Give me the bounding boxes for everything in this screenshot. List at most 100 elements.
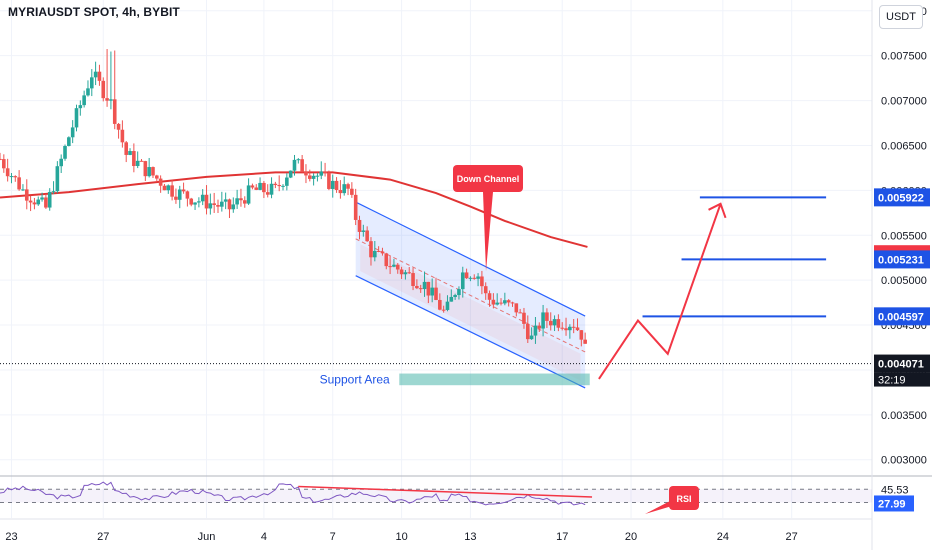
- candle-body: [434, 287, 438, 300]
- candle-body: [464, 272, 469, 279]
- candle-body: [74, 108, 79, 128]
- candle-body: [476, 276, 480, 279]
- candle-body: [564, 328, 568, 331]
- candle-body: [380, 251, 385, 254]
- rsi-callout-label: RSI: [676, 494, 691, 504]
- candle-body: [204, 194, 209, 209]
- candle-body: [315, 175, 320, 177]
- candle-body: [32, 202, 37, 205]
- candle-body: [395, 264, 400, 270]
- date-tick-label: 17: [556, 531, 568, 543]
- candle-body: [506, 300, 511, 303]
- candle-body: [533, 325, 538, 336]
- down-channel-pointer: [483, 192, 493, 272]
- candle-body: [273, 183, 278, 186]
- candle-body: [487, 293, 492, 300]
- candle-body: [143, 161, 148, 177]
- rsi-callout: [669, 486, 699, 510]
- candle-body: [418, 288, 423, 290]
- candle-body: [28, 200, 33, 203]
- candle-body: [579, 330, 584, 340]
- candle-body: [323, 171, 327, 173]
- candle-body: [44, 197, 48, 208]
- candle-body: [132, 151, 136, 167]
- candle-body: [181, 189, 186, 192]
- channel-lower-line: [355, 275, 586, 389]
- candle-body: [426, 281, 431, 296]
- candle-body: [242, 200, 247, 204]
- rsi-tick-label: 45.53: [881, 484, 909, 496]
- candle-body: [200, 194, 205, 202]
- candle-body: [480, 276, 484, 287]
- candle-body: [288, 170, 293, 178]
- candle-body: [285, 177, 289, 186]
- candle-body: [457, 289, 461, 296]
- channel-upper-line: [355, 201, 586, 317]
- candle-body: [47, 191, 52, 208]
- candle-body: [89, 77, 94, 89]
- symbol-title: MYRIAUSDT SPOT, 4h, BYBIT: [8, 5, 180, 19]
- candle-body: [82, 95, 86, 106]
- candle-body: [319, 171, 324, 176]
- candle-body: [353, 194, 358, 220]
- candle-body: [269, 183, 274, 195]
- candle-body: [495, 302, 499, 305]
- candle-body: [411, 273, 415, 286]
- candle-body: [59, 158, 63, 167]
- candle-body: [350, 188, 354, 195]
- candle-body: [212, 203, 216, 205]
- channel-mid-line: [355, 238, 586, 353]
- currency-button[interactable]: USDT: [879, 5, 923, 29]
- date-axis: 23 27 Jun 4 7 10 13 17 20 24 27: [0, 518, 872, 543]
- candle-body: [170, 185, 174, 197]
- candle-body: [177, 189, 182, 200]
- rsi-band: [0, 489, 872, 503]
- candle-body: [449, 296, 454, 302]
- candle-body: [537, 325, 542, 329]
- price-tick-label: 0.005000: [881, 275, 927, 287]
- price-tick-label: 0.007500: [881, 51, 927, 63]
- candle-body: [246, 185, 251, 204]
- candle-body: [376, 250, 381, 252]
- candle-body: [227, 199, 232, 210]
- candle-body: [166, 185, 171, 191]
- candle-body: [5, 168, 10, 177]
- price-tick-label: 0.003500: [881, 410, 927, 422]
- candle-body: [311, 175, 316, 179]
- candle-body: [304, 172, 308, 176]
- candle-body: [135, 160, 140, 167]
- projection-arrowhead: [708, 202, 727, 219]
- candle-body: [307, 175, 312, 179]
- candle-body: [112, 99, 117, 124]
- rsi-callout-pointer: [645, 500, 672, 514]
- price-tag-box: [874, 188, 930, 207]
- candle-body: [503, 300, 507, 304]
- price-axis: 0.0080000.0075000.0070000.0065000.006000…: [874, 6, 930, 512]
- date-tick-label: 23: [5, 531, 17, 543]
- candle-body: [139, 160, 144, 162]
- candle-body: [9, 176, 14, 178]
- candle-body: [556, 319, 561, 328]
- price-tag-box: [874, 307, 930, 326]
- candle-body: [70, 127, 75, 138]
- candle-body: [552, 319, 557, 326]
- candle-body: [158, 178, 163, 186]
- candle-body: [105, 98, 109, 101]
- date-tick-label: 27: [786, 531, 798, 543]
- rsi-value-label: 27.99: [878, 498, 906, 510]
- candle-body: [430, 287, 434, 296]
- candle-body: [36, 199, 41, 205]
- candle-body: [63, 145, 67, 159]
- candle-body: [510, 302, 515, 304]
- price-tag-box: [874, 250, 930, 269]
- candle-body: [220, 201, 224, 207]
- candle-body: [185, 191, 190, 199]
- candle-body: [300, 159, 304, 173]
- price-tag-label: 0.004071: [878, 359, 924, 371]
- candle-body: [365, 230, 369, 242]
- candle-body: [342, 184, 347, 194]
- candle-body: [155, 175, 159, 179]
- candle-body: [568, 326, 572, 331]
- candle-body: [124, 142, 129, 155]
